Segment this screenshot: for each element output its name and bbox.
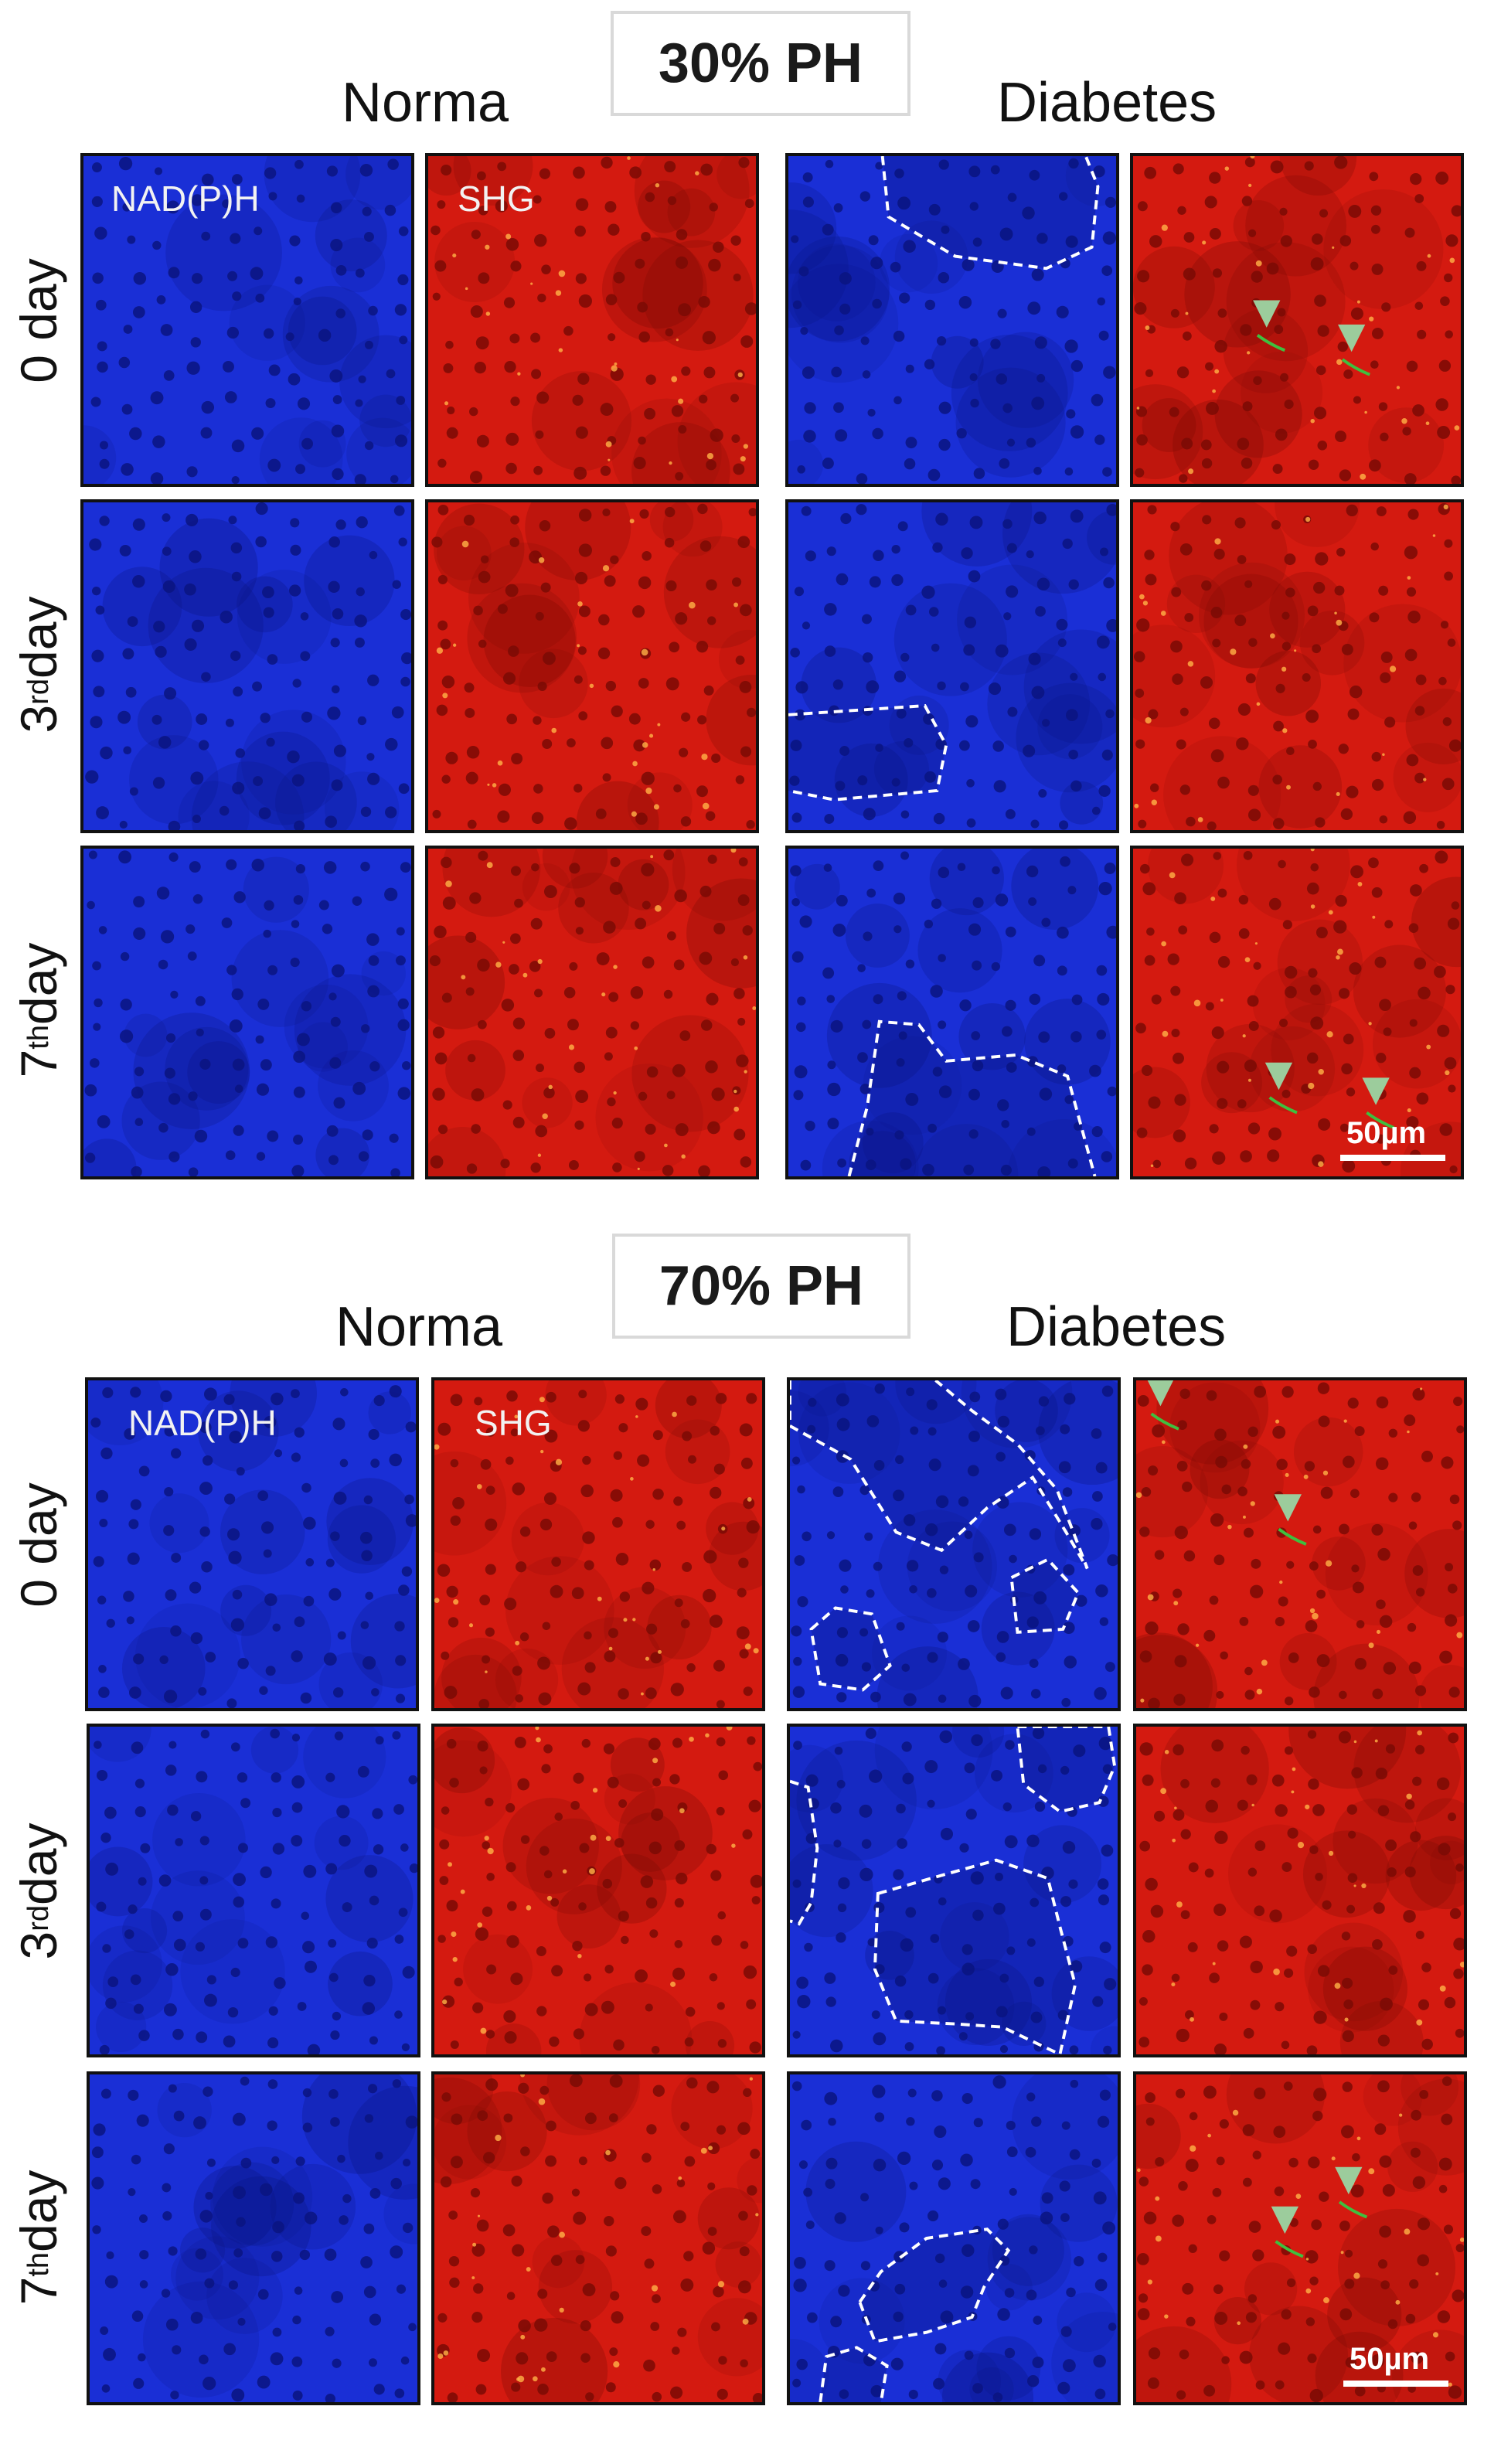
block2-title-box: 70% PH <box>612 1234 910 1339</box>
block1-title-box: 30% PH <box>611 11 910 116</box>
block2-diabetes-shg-day7: 50µm <box>1133 2071 1467 2405</box>
tissue-image <box>90 1727 417 2054</box>
tissue-image <box>90 2074 417 2402</box>
tissue-image <box>788 156 1116 484</box>
collagen-fiber <box>1341 358 1370 376</box>
tissue-image <box>788 502 1116 830</box>
arrowhead-icon <box>1147 1380 1174 1407</box>
collagen-fiber <box>1278 1527 1307 1546</box>
block2-norma-nadph-day3 <box>87 1724 420 2057</box>
dashed-region-outline <box>819 2227 1011 2402</box>
arrowhead-icon <box>1271 2206 1299 2234</box>
tissue-image <box>790 2074 1118 2402</box>
dashed-region-outline <box>790 1727 1117 2054</box>
block2-norma-shg-day7 <box>431 2071 765 2405</box>
block1-shg-label: SHG <box>458 179 535 219</box>
arrowhead-icon <box>1274 1494 1302 1522</box>
dashed-region-outline <box>790 1380 1089 1692</box>
tissue-image <box>83 156 411 484</box>
tissue-image <box>788 849 1116 1176</box>
block2-shg-label: SHG <box>475 1403 552 1443</box>
tissue-image <box>434 1727 762 2054</box>
block2-scale-bar <box>1343 2381 1448 2387</box>
tissue-image <box>434 1380 762 1708</box>
block1-title: 30% PH <box>658 32 863 94</box>
block2-diabetes-shg-day0 <box>1133 1377 1467 1711</box>
dashed-region-outline <box>788 703 948 801</box>
tissue-image <box>428 849 756 1176</box>
tissue-image <box>434 2074 762 2402</box>
block1-diabetes-shg-day7: 50µm <box>1130 846 1464 1179</box>
block2-group-diabetes: Diabetes <box>1006 1296 1227 1358</box>
arrowhead-icon <box>1362 1077 1390 1105</box>
collagen-fiber <box>1256 334 1286 352</box>
block1-norma-shg-day7 <box>425 846 759 1179</box>
block1-diabetes-nadph-day3 <box>785 499 1119 833</box>
block2-norma-shg-day3 <box>431 1724 765 2057</box>
block2-scale-label: 50µm <box>1350 2342 1430 2376</box>
tissue-image <box>790 1727 1118 2054</box>
block2-norma-nadph-day7 <box>87 2071 420 2405</box>
dashed-region-outline <box>880 156 1100 271</box>
arrowhead-icon <box>1253 300 1281 328</box>
block2-nadph-label: NAD(P)H <box>128 1403 277 1443</box>
block1-group-diabetes: Diabetes <box>997 72 1217 134</box>
tissue-image <box>428 156 756 484</box>
block1-group-norma: Norma <box>342 72 509 134</box>
block2-row-label-0: 0 day <box>10 1482 67 1608</box>
tissue-image <box>428 502 756 830</box>
block2-diabetes-nadph-day3 <box>787 1724 1121 2057</box>
block2-norma-shg-day0: SHG <box>431 1377 765 1711</box>
block1-scale-label: 50µm <box>1346 1116 1427 1150</box>
collagen-fiber <box>1268 1096 1298 1115</box>
collagen-fiber <box>1275 2240 1304 2258</box>
collagen-fiber <box>1150 1412 1179 1431</box>
block1-diabetes-shg-day3 <box>1130 499 1464 833</box>
arrowhead-icon <box>1335 2166 1363 2195</box>
tissue-image <box>88 1380 416 1708</box>
tissue-image <box>83 502 411 830</box>
tissue-image <box>1136 1727 1464 2054</box>
block2-group-norma: Norma <box>335 1296 503 1358</box>
tissue-image <box>1133 849 1461 1176</box>
dashed-region-outline <box>847 1019 1097 1176</box>
block1-norma-shg-day0: SHG <box>425 153 759 487</box>
tissue-image <box>1133 502 1461 830</box>
tissue-image <box>790 1380 1118 1708</box>
block2-norma-nadph-day0: NAD(P)H <box>85 1377 419 1711</box>
tissue-image <box>1136 2074 1464 2402</box>
arrowhead-icon <box>1338 324 1366 352</box>
block1-diabetes-nadph-day7 <box>785 846 1119 1179</box>
block1-norma-nadph-day0: NAD(P)H <box>80 153 414 487</box>
block2-diabetes-nadph-day7 <box>787 2071 1121 2405</box>
collagen-fiber <box>1338 2200 1368 2219</box>
arrowhead-icon <box>1264 1062 1293 1091</box>
block1-norma-nadph-day3 <box>80 499 414 833</box>
block1-norma-shg-day3 <box>425 499 759 833</box>
block1-diabetes-nadph-day0 <box>785 153 1119 487</box>
tissue-image <box>1136 1380 1464 1708</box>
block1-scale-bar <box>1340 1155 1445 1161</box>
block1-nadph-label: NAD(P)H <box>111 179 260 219</box>
block1-diabetes-shg-day0 <box>1130 153 1464 487</box>
block1-row-label-0: 0 day <box>10 258 67 383</box>
block2-diabetes-nadph-day0 <box>787 1377 1121 1711</box>
block2-diabetes-shg-day3 <box>1133 1724 1467 2057</box>
collagen-fiber <box>1366 1111 1395 1130</box>
block1-norma-nadph-day7 <box>80 846 414 1179</box>
tissue-image <box>1133 156 1461 484</box>
tissue-image <box>83 849 411 1176</box>
block2-title: 70% PH <box>659 1255 864 1317</box>
